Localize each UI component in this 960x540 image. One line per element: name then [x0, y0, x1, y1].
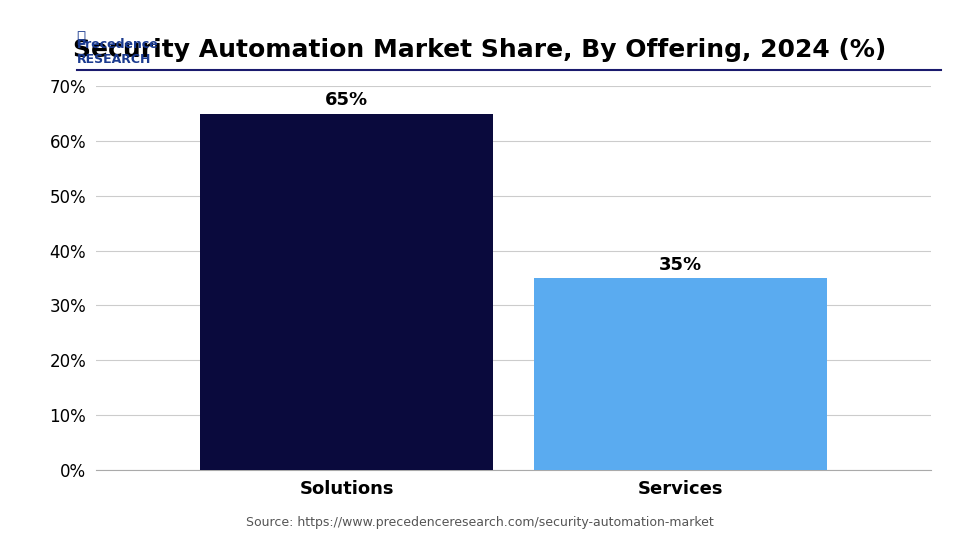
Text: 🌿: 🌿	[76, 30, 85, 45]
Text: Source: https://www.precedenceresearch.com/security-automation-market: Source: https://www.precedenceresearch.c…	[246, 516, 714, 529]
Text: 65%: 65%	[325, 91, 368, 110]
Bar	[535, 278, 827, 470]
Bar	[201, 114, 492, 470]
Text: Security Automation Market Share, By Offering, 2024 (%): Security Automation Market Share, By Off…	[73, 38, 887, 62]
Text: Precedence
RESEARCH: Precedence RESEARCH	[77, 38, 158, 66]
Text: 35%: 35%	[660, 256, 702, 274]
